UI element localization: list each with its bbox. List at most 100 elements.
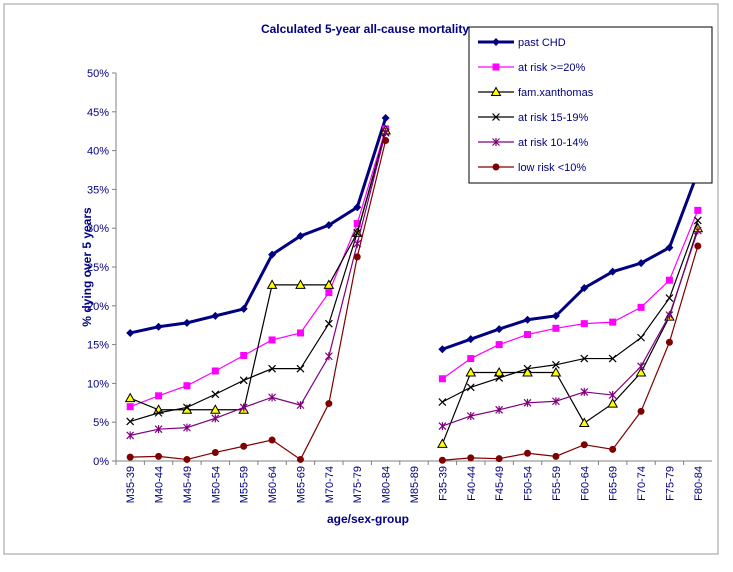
triangle — [266, 279, 278, 289]
asterisk — [126, 431, 135, 440]
y-tick-label: 40% — [87, 146, 109, 158]
asterisk — [551, 397, 560, 406]
asterisk — [608, 391, 617, 400]
legend-label: past CHD — [518, 37, 566, 49]
asterisk — [268, 393, 277, 402]
legend-label: at risk >=20% — [518, 62, 585, 74]
cross — [438, 398, 447, 406]
marker — [382, 137, 390, 145]
circle — [126, 453, 134, 461]
x-tick-label: F65-69 — [608, 466, 620, 501]
square — [268, 336, 276, 344]
diamond — [211, 311, 220, 320]
marker — [437, 438, 448, 448]
asterisk — [381, 127, 390, 136]
square — [609, 318, 617, 326]
marker — [296, 401, 305, 410]
x-tick-label: M75-79 — [352, 466, 364, 503]
marker — [495, 374, 504, 382]
marker — [608, 391, 617, 400]
square — [467, 355, 475, 363]
triangle — [295, 279, 306, 289]
x-tick-label: M55-59 — [239, 466, 251, 503]
cross — [239, 376, 248, 385]
legend-label: at risk 10-14% — [518, 137, 589, 149]
asterisk — [523, 398, 532, 407]
x-tick-label: M35-39 — [125, 466, 137, 503]
cross — [693, 216, 702, 225]
x-tick-label: M60-64 — [267, 466, 279, 503]
marker — [381, 114, 390, 123]
marker — [694, 242, 702, 250]
legend: past CHD at risk >=20% fam.xanthomas at ris… — [468, 26, 713, 184]
marker — [524, 331, 532, 339]
marker — [665, 294, 674, 302]
square — [353, 220, 361, 228]
y-tick-label: 35% — [87, 184, 109, 196]
marker — [495, 325, 504, 334]
diamond — [665, 243, 674, 252]
marker — [209, 404, 221, 414]
square — [183, 382, 191, 390]
marker — [325, 400, 333, 408]
circle — [609, 445, 617, 453]
asterisk — [211, 414, 220, 423]
marker — [693, 216, 702, 225]
x-axis-label: age/sex-group — [327, 512, 409, 526]
circle — [155, 452, 163, 460]
marker — [467, 454, 475, 462]
marker — [353, 253, 361, 261]
marker — [524, 449, 532, 457]
marker — [211, 311, 220, 320]
marker — [296, 455, 304, 463]
circle — [296, 455, 304, 463]
asterisk — [492, 138, 500, 146]
cross — [466, 383, 475, 392]
diamond — [492, 38, 500, 46]
triangle — [635, 367, 647, 377]
y-tick-label: 15% — [87, 340, 109, 352]
cross — [296, 364, 305, 373]
marker — [608, 354, 617, 363]
asterisk — [466, 411, 475, 420]
y-tick-label: 30% — [87, 223, 109, 235]
cross — [665, 294, 674, 302]
circle — [183, 455, 191, 463]
circle — [665, 338, 673, 346]
asterisk — [665, 311, 674, 320]
square — [438, 375, 446, 383]
x-tick-label: M40-44 — [154, 466, 166, 503]
marker — [183, 423, 191, 432]
marker — [580, 354, 589, 363]
triangle — [465, 367, 477, 377]
marker — [580, 441, 588, 449]
circle — [211, 448, 219, 456]
diamond — [182, 318, 191, 327]
marker — [550, 367, 562, 377]
marker — [492, 63, 500, 71]
x-tick-label: F75-79 — [664, 466, 676, 501]
marker — [492, 163, 500, 171]
circle — [552, 452, 560, 460]
y-axis-label: % dying over 5 years — [80, 207, 94, 327]
cross — [183, 403, 191, 412]
asterisk — [693, 226, 702, 235]
cross — [324, 319, 333, 328]
marker — [154, 425, 163, 434]
square — [637, 303, 645, 311]
marker — [296, 329, 304, 337]
marker — [551, 360, 560, 369]
triangle — [550, 367, 562, 377]
x-tick-label: F50-54 — [523, 466, 535, 501]
asterisk — [438, 422, 447, 431]
triangle — [490, 86, 502, 96]
marker — [268, 436, 276, 444]
marker — [578, 417, 590, 427]
circle — [637, 407, 645, 415]
y-tick-label: 50% — [87, 68, 109, 80]
diamond — [438, 345, 447, 354]
marker — [522, 367, 533, 377]
marker — [296, 231, 305, 240]
triangle — [124, 392, 136, 403]
marker — [693, 226, 702, 235]
